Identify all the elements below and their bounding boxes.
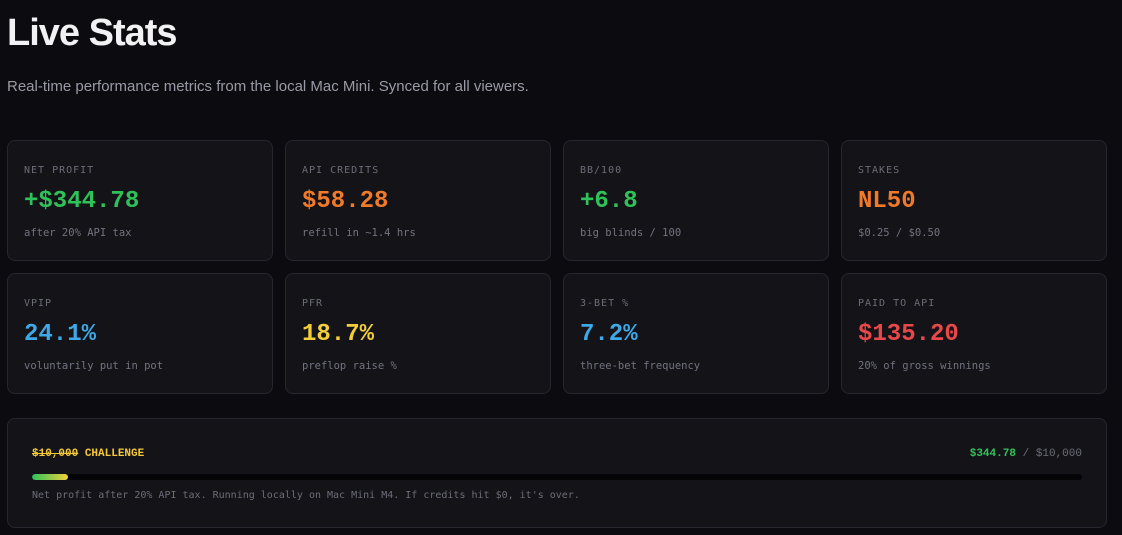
stat-label: STAKES xyxy=(858,165,901,176)
stat-value: 18.7% xyxy=(302,321,375,348)
challenge-progress-text: $344.78 / $10,000 xyxy=(970,448,1082,460)
stat-label: 3-BET % xyxy=(580,298,630,309)
challenge-progress-fill xyxy=(32,474,68,480)
stat-caption: preflop raise % xyxy=(302,360,397,372)
stat-card-vpip: VPIP 24.1% voluntarily put in pot xyxy=(7,273,273,394)
stat-value: +$344.78 xyxy=(24,188,140,215)
stat-label: PFR xyxy=(302,298,324,309)
stat-caption: big blinds / 100 xyxy=(580,227,682,239)
stat-label: BB/100 xyxy=(580,165,623,176)
stat-caption: refill in ~1.4 hrs xyxy=(302,227,416,239)
stat-value: 24.1% xyxy=(24,321,97,348)
stat-label: NET PROFIT xyxy=(24,165,95,176)
challenge-title: $10,000 CHALLENGE xyxy=(32,448,144,460)
stat-caption: three-bet frequency xyxy=(580,360,701,372)
stat-caption: after 20% API tax xyxy=(24,227,132,239)
page-title: Live Stats xyxy=(7,12,178,54)
stat-label: PAID TO API xyxy=(858,298,936,309)
stat-card-api-credits: API CREDITS $58.28 refill in ~1.4 hrs xyxy=(285,140,551,261)
challenge-current: $344.78 xyxy=(969,448,1016,460)
stat-card-stakes: STAKES NL50 $0.25 / $0.50 xyxy=(841,140,1107,261)
stat-label: API CREDITS xyxy=(302,165,380,176)
challenge-goal-struck: $10,000 xyxy=(32,448,79,460)
stat-card-net-profit: NET PROFIT +$344.78 after 20% API tax xyxy=(7,140,273,261)
stat-caption: voluntarily put in pot xyxy=(24,360,164,372)
stat-value: NL50 xyxy=(858,188,916,215)
page-subtitle: Real-time performance metrics from the l… xyxy=(7,78,529,95)
challenge-label: CHALLENGE xyxy=(84,448,145,460)
stat-card-pfr: PFR 18.7% preflop raise % xyxy=(285,273,551,394)
challenge-note: Net profit after 20% API tax. Running lo… xyxy=(32,490,580,501)
stat-card-paid-to-api: PAID TO API $135.20 20% of gross winning… xyxy=(841,273,1107,394)
stat-caption: 20% of gross winnings xyxy=(858,360,991,372)
stat-label: VPIP xyxy=(24,298,53,309)
challenge-separator: / xyxy=(1022,448,1030,460)
stat-card-3bet: 3-BET % 7.2% three-bet frequency xyxy=(563,273,829,394)
challenge-panel: $10,000 CHALLENGE $344.78 / $10,000 Net … xyxy=(7,418,1107,528)
stat-value: $58.28 xyxy=(302,188,389,215)
stat-caption: $0.25 / $0.50 xyxy=(858,227,941,239)
stat-value: +6.8 xyxy=(580,188,638,215)
challenge-progress-track xyxy=(32,474,1082,480)
stat-card-bb100: BB/100 +6.8 big blinds / 100 xyxy=(563,140,829,261)
challenge-goal: $10,000 xyxy=(1035,448,1082,460)
stat-value: $135.20 xyxy=(858,321,959,348)
stats-grid: NET PROFIT +$344.78 after 20% API tax AP… xyxy=(7,140,1107,394)
stat-value: 7.2% xyxy=(580,321,638,348)
